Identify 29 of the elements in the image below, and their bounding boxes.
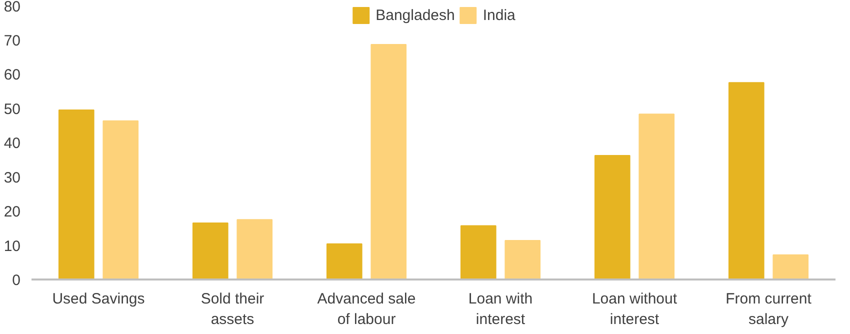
y-tick-label: 60	[4, 66, 21, 84]
x-tick-label: Advanced sale of labour	[317, 290, 416, 328]
x-tick-label: Loan with interest	[468, 290, 533, 328]
bar	[594, 155, 630, 280]
bar	[236, 219, 273, 280]
x-tick-label: From current salary	[726, 290, 812, 328]
bar	[504, 240, 541, 280]
bar	[326, 243, 362, 280]
bar	[192, 222, 228, 280]
bar	[728, 82, 764, 280]
y-tick-label: 70	[4, 32, 21, 50]
bar	[638, 114, 675, 280]
y-tick-label: 50	[4, 100, 21, 118]
y-tick-label: 80	[4, 0, 21, 16]
x-tick-label: Loan without interest	[592, 290, 678, 328]
y-tick-label: 20	[4, 204, 21, 220]
bar	[460, 225, 496, 280]
y-tick-label: 10	[4, 238, 21, 255]
legend-label: Bangladesh	[376, 6, 455, 24]
y-tick-label: 40	[4, 135, 21, 152]
bar	[370, 44, 407, 280]
bar	[772, 254, 809, 280]
y-tick-label: 30	[4, 169, 21, 186]
legend-label: India	[482, 6, 516, 24]
y-tick-label: 0	[12, 272, 20, 289]
x-tick-label: Used Savings	[52, 290, 145, 308]
bar	[58, 109, 94, 280]
x-tick-label: Sold their assets	[200, 290, 264, 328]
bar	[102, 120, 139, 280]
